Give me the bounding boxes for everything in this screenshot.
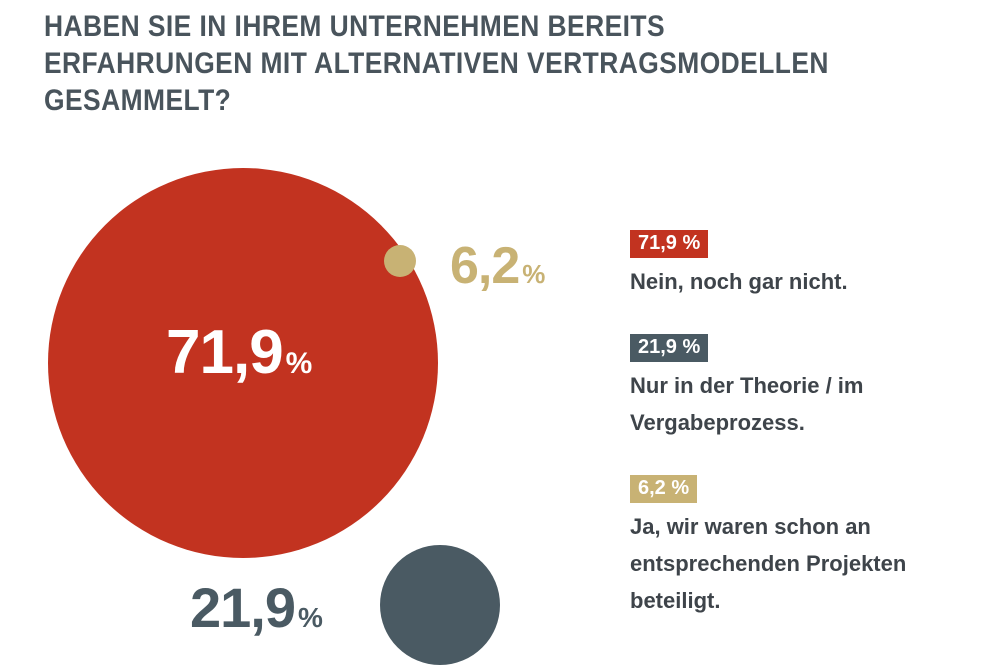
legend-badge-theorie: 21,9 % <box>630 334 709 362</box>
legend-label-line: entsprechenden Projekten <box>630 551 907 576</box>
legend: 71,9 % Nein, noch gar nicht. 21,9 % Nur … <box>630 230 990 653</box>
bubble-circle-ja <box>384 245 416 277</box>
legend-label-line: Nein, noch gar nicht. <box>630 269 848 294</box>
bubble-circle-nein <box>48 168 438 558</box>
legend-badge-nein: 71,9 % <box>630 230 709 258</box>
legend-badge-ja: 6,2 % <box>630 475 698 503</box>
bubble-value-percent-sign: % <box>522 259 546 289</box>
chart-title-line-1: HABEN SIE IN IHREM UNTERNEHMEN BEREITS <box>44 10 666 43</box>
legend-item-theorie: 21,9 % Nur in der Theorie / im Vergabepr… <box>630 334 990 441</box>
legend-label-line: Nur in der Theorie / im <box>630 373 864 398</box>
bubble-value-theorie: 21,9% <box>190 580 323 636</box>
legend-label-line: Ja, wir waren schon an <box>630 514 871 539</box>
chart-title-line-2: ERFAHRUNGEN MIT ALTERNATIVEN VERTRAGSMOD… <box>44 47 829 80</box>
bubble-circle-theorie <box>380 545 500 665</box>
legend-item-ja: 6,2 % Ja, wir waren schon an entsprechen… <box>630 475 990 619</box>
bubble-value-ja: 6,2% <box>450 240 545 292</box>
bubble-value-percent-sign: % <box>298 602 323 633</box>
bubble-value-number: 71,9 <box>166 318 284 387</box>
bubble-value-number: 21,9 <box>190 576 296 639</box>
chart-title: HABEN SIE IN IHREM UNTERNEHMEN BEREITS E… <box>44 8 829 119</box>
bubble-value-nein: 71,9% <box>166 322 312 384</box>
chart-title-line-3: GESAMMELT? <box>44 84 232 117</box>
bubble-value-number: 6,2 <box>450 237 520 295</box>
bubble-value-percent-sign: % <box>285 347 313 380</box>
legend-item-nein: 71,9 % Nein, noch gar nicht. <box>630 230 990 300</box>
legend-label-line: beteiligt. <box>630 588 721 613</box>
legend-label-line: Vergabeprozess. <box>630 410 805 435</box>
